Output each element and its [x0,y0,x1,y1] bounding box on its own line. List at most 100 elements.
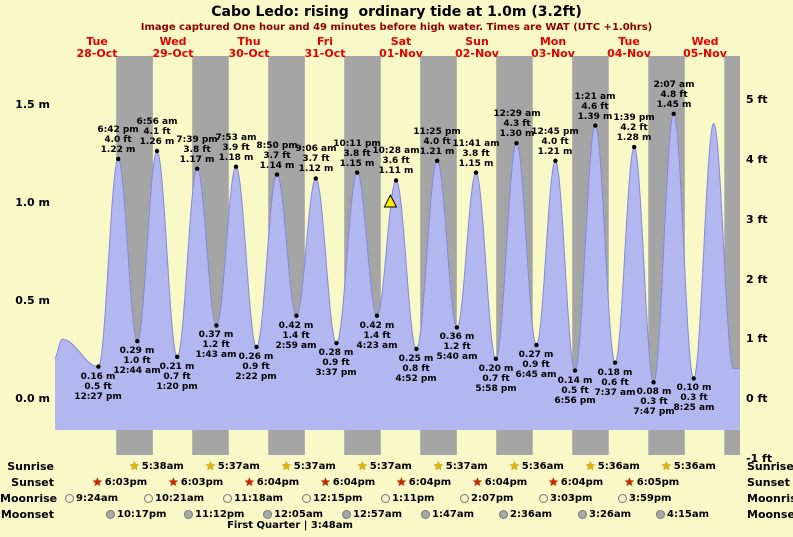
tide-label-line: 1.2 ft [190,340,242,350]
moonrise-icon [144,494,153,503]
tide-label-line: 1.21 m [529,147,581,157]
tide-point-dot [116,157,120,161]
moonset-time: 1:47am [432,509,474,520]
tide-point-dot [275,172,279,176]
sunrise-event: ★5:36am [661,459,716,473]
sunrise-event: ★5:36am [509,459,564,473]
sunrise-icon: ★ [129,460,140,472]
tide-label-line: 12:29 am [491,109,543,119]
moonrise-time: 3:59pm [629,493,671,504]
sunset-icon: ★ [624,476,635,488]
sunrise-event: ★5:37am [433,459,488,473]
sunset-icon: ★ [168,476,179,488]
tide-label-line: 1.15 m [450,159,502,169]
sunset-icon: ★ [244,476,255,488]
tide-label-line: 1:20 pm [151,382,203,392]
sunrise-time: 5:37am [446,461,488,472]
moonrise-event: 9:24am [65,491,118,505]
tide-label-line: 0.3 ft [668,393,720,403]
moonrise-row-label-left: Moonrise [0,492,54,505]
y-tick-feet: 5 ft [746,93,768,106]
tide-point-dot [234,165,238,169]
tide-point-dot [632,145,636,149]
tide-point-dot [96,364,100,368]
day-label-date: 31-Oct [293,48,357,60]
low-tide-label: 0.16 m0.5 ft12:27 pm [72,372,124,402]
moonset-icon [106,510,115,519]
day-label: Tue28-Oct [65,36,129,60]
moonset-time: 11:12pm [195,509,244,520]
sunrise-row-label-right: Sunrise [747,460,793,473]
tide-label-line: 0.27 m [510,350,562,360]
sunset-time: 6:04pm [257,477,299,488]
moonrise-icon [223,494,232,503]
sunrise-icon: ★ [205,460,216,472]
moonrise-icon [381,494,390,503]
sunrise-time: 5:36am [598,461,640,472]
sunrise-time: 5:38am [142,461,184,472]
y-tick-meters: 1.0 m [6,196,50,209]
sunset-time: 6:03pm [181,477,223,488]
sunrise-icon: ★ [433,460,444,472]
low-tide-label: 0.28 m0.9 ft3:37 pm [310,348,362,378]
moonset-time: 12:57am [353,509,402,520]
day-label-date: 01-Nov [369,48,433,60]
tide-label-line: 3:37 pm [310,368,362,378]
moon-phase-note: First Quarter | 3:48am [0,520,580,531]
tide-label-line: 6:56 am [131,117,183,127]
sunset-event: ★6:04pm [396,475,451,489]
moonrise-icon [460,494,469,503]
moonset-event: 12:57am [342,507,402,521]
tide-point-dot [651,380,655,384]
tide-point-dot [135,339,139,343]
moonrise-time: 3:03pm [550,493,592,504]
sunrise-icon: ★ [509,460,520,472]
sunset-event: ★6:03pm [168,475,223,489]
tide-point-dot [294,314,298,318]
tide-point-dot [155,149,159,153]
moonset-event: 3:26am [578,507,631,521]
tide-label-line: 12:45 pm [529,127,581,137]
y-tick-feet: 2 ft [746,273,768,286]
high-tide-label: 1:39 pm4.2 ft1.28 m [608,113,660,143]
sunset-time: 6:04pm [333,477,375,488]
day-label: Wed29-Oct [141,36,205,60]
tide-label-line: 1.28 m [608,133,660,143]
moonset-event: 11:12pm [184,507,244,521]
sunrise-event: ★5:37am [357,459,412,473]
tide-label-line: 0.37 m [190,330,242,340]
tide-label-line: 4:52 pm [390,374,442,384]
moonrise-row-label-right: Moonrise [747,492,793,505]
y-tick-feet: 4 ft [746,153,768,166]
sunset-icon: ★ [320,476,331,488]
day-label: Fri31-Oct [293,36,357,60]
tide-point-dot [613,361,617,365]
tide-point-dot [494,357,498,361]
sunrise-icon: ★ [585,460,596,472]
moonset-icon [342,510,351,519]
moonset-icon [656,510,665,519]
tide-label-line: 0.18 m [589,368,641,378]
moonset-row-label-right: Moonset [747,508,793,521]
y-tick-feet: 0 ft [746,392,768,405]
tide-label-line: 0.7 ft [151,372,203,382]
tide-label-line: 0.8 ft [390,364,442,374]
tide-label-line: 3.6 ft [370,156,422,166]
tide-point-dot [534,343,538,347]
tide-label-line: 11:25 pm [411,127,463,137]
moonset-event: 1:47am [421,507,474,521]
moonset-icon [184,510,193,519]
sunset-time: 6:04pm [409,477,451,488]
low-tide-label: 0.42 m1.4 ft2:59 am [270,321,322,351]
tide-label-line: 12:27 pm [72,392,124,402]
day-label-date: 28-Oct [65,48,129,60]
day-label: Sat01-Nov [369,36,433,60]
sunrise-event: ★5:36am [585,459,640,473]
tide-label-line: 4.6 ft [569,102,621,112]
sunset-icon: ★ [472,476,483,488]
day-label-date: 03-Nov [521,48,585,60]
day-label: Thu30-Oct [217,36,281,60]
moonset-event: 4:15am [656,507,709,521]
sunset-icon: ★ [92,476,103,488]
tide-point-dot [672,112,676,116]
